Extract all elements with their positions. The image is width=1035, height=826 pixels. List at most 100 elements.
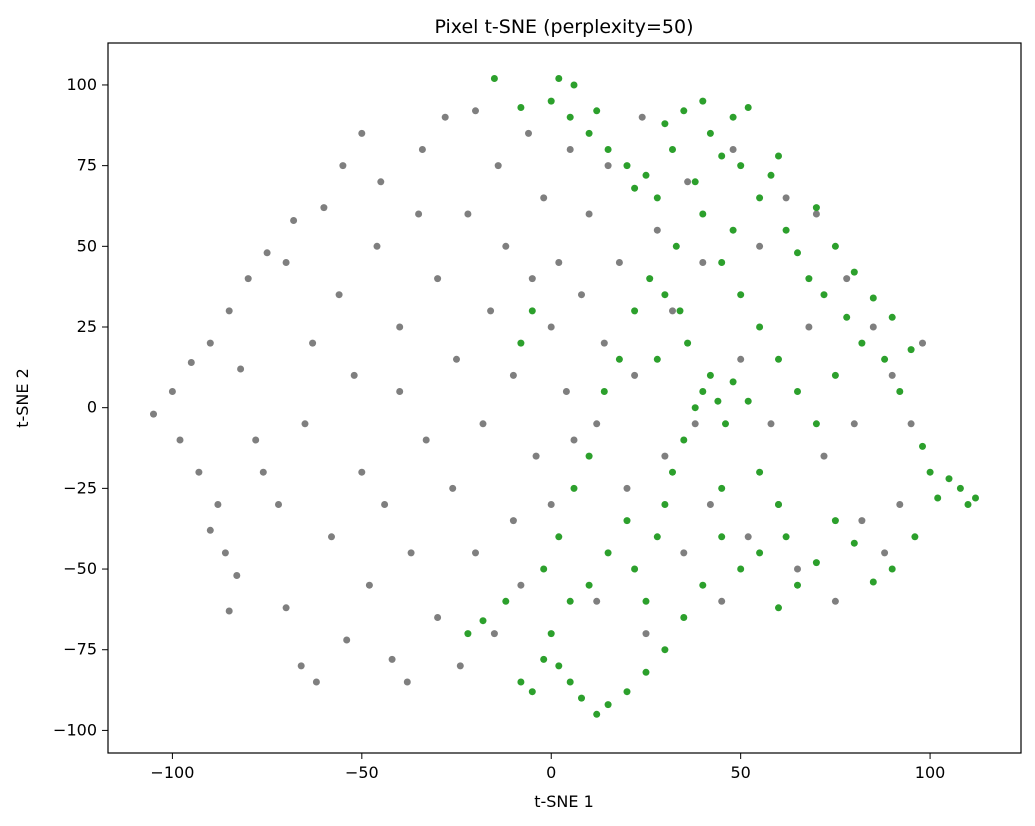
series-1-point [517, 678, 525, 686]
series-0-point [600, 339, 608, 347]
series-1-point [794, 388, 801, 395]
series-0-point [680, 549, 688, 557]
series-0-point [365, 581, 373, 589]
series-1-point [555, 662, 563, 670]
y-tick-label: 100 [66, 75, 97, 94]
series-1-point [517, 339, 525, 347]
series-0-point [472, 107, 479, 115]
series-0-point [566, 146, 574, 153]
series-0-point [453, 355, 460, 363]
series-0-point [794, 565, 801, 573]
series-0-point [744, 533, 752, 541]
series-1-point [820, 291, 828, 299]
series-0-point [259, 468, 267, 476]
series-1-point [669, 468, 676, 476]
series-1-point [843, 313, 851, 321]
series-0-point [831, 597, 839, 605]
series-1-point [756, 323, 764, 331]
series-1-point [555, 75, 563, 82]
y-tick-label: 0 [87, 398, 97, 417]
series-0-point [604, 162, 612, 170]
series-1-point [706, 371, 714, 379]
series-0-point [415, 210, 423, 218]
series-0-point [487, 307, 495, 315]
series-0-point [585, 210, 593, 218]
series-1-point [699, 97, 707, 105]
points-layer [150, 75, 979, 718]
series-1-point [615, 355, 623, 363]
series-1-point [782, 226, 790, 234]
series-0-point [896, 501, 904, 508]
series-0-point [335, 291, 343, 299]
y-tick-label: 75 [77, 156, 97, 175]
series-1-point [680, 436, 688, 444]
series-1-point [646, 275, 654, 283]
series-0-point [441, 113, 449, 121]
series-1-point [570, 81, 578, 89]
series-0-point [252, 436, 260, 444]
y-tick-label: 50 [77, 236, 97, 255]
series-0-point [528, 275, 536, 283]
series-1-point [528, 307, 536, 315]
series-1-point [566, 113, 574, 121]
series-0-point [339, 162, 347, 170]
series-1-point [850, 268, 858, 276]
series-0-point [858, 517, 866, 525]
series-0-point [456, 662, 464, 670]
series-1-point [676, 307, 684, 315]
x-tick-label: 0 [546, 763, 556, 782]
series-0-point [699, 259, 707, 266]
series-1-point [812, 204, 820, 212]
series-0-point [623, 484, 631, 492]
series-0-point [919, 339, 926, 347]
series-0-point [479, 420, 487, 428]
series-1-point [691, 404, 699, 412]
series-0-point [729, 146, 737, 153]
series-1-point [631, 307, 639, 315]
series-1-point [661, 120, 669, 128]
series-1-point [680, 107, 688, 115]
series-0-point [237, 365, 245, 373]
series-0-point [418, 146, 426, 153]
series-0-point [631, 371, 639, 379]
series-0-point [494, 162, 502, 170]
series-0-point [422, 436, 430, 444]
series-0-point [820, 452, 828, 460]
series-0-point [244, 275, 252, 283]
y-tick-label: −25 [63, 478, 97, 497]
series-1-point [831, 242, 839, 250]
series-1-point [729, 226, 737, 234]
series-0-point [540, 194, 548, 202]
series-1-point [794, 581, 801, 589]
series-0-point [464, 210, 472, 218]
series-0-point [570, 436, 578, 444]
series-1-point [888, 565, 896, 573]
series-0-point [195, 468, 203, 476]
series-0-point [407, 549, 415, 557]
series-0-point [320, 204, 328, 212]
x-axis-label: t-SNE 1 [534, 792, 594, 811]
series-0-point [396, 388, 404, 395]
series-1-point [812, 559, 820, 567]
series-1-point [642, 668, 650, 676]
series-0-point [358, 468, 366, 476]
series-1-point [972, 494, 979, 502]
series-1-point [775, 604, 782, 612]
x-tick-label: −100 [150, 763, 194, 782]
series-1-point [585, 452, 593, 460]
series-1-point [653, 355, 661, 363]
series-0-point [843, 275, 851, 283]
series-1-point [604, 146, 612, 153]
series-0-point [206, 339, 214, 347]
series-1-point [881, 355, 889, 363]
series-1-point [642, 597, 650, 605]
series-1-point [869, 294, 877, 302]
series-1-point [896, 388, 904, 395]
series-0-point [615, 259, 623, 266]
series-1-point [756, 194, 764, 202]
series-0-point [290, 217, 298, 224]
series-1-point [680, 614, 688, 621]
series-1-point [578, 694, 585, 702]
series-0-point [850, 420, 858, 428]
